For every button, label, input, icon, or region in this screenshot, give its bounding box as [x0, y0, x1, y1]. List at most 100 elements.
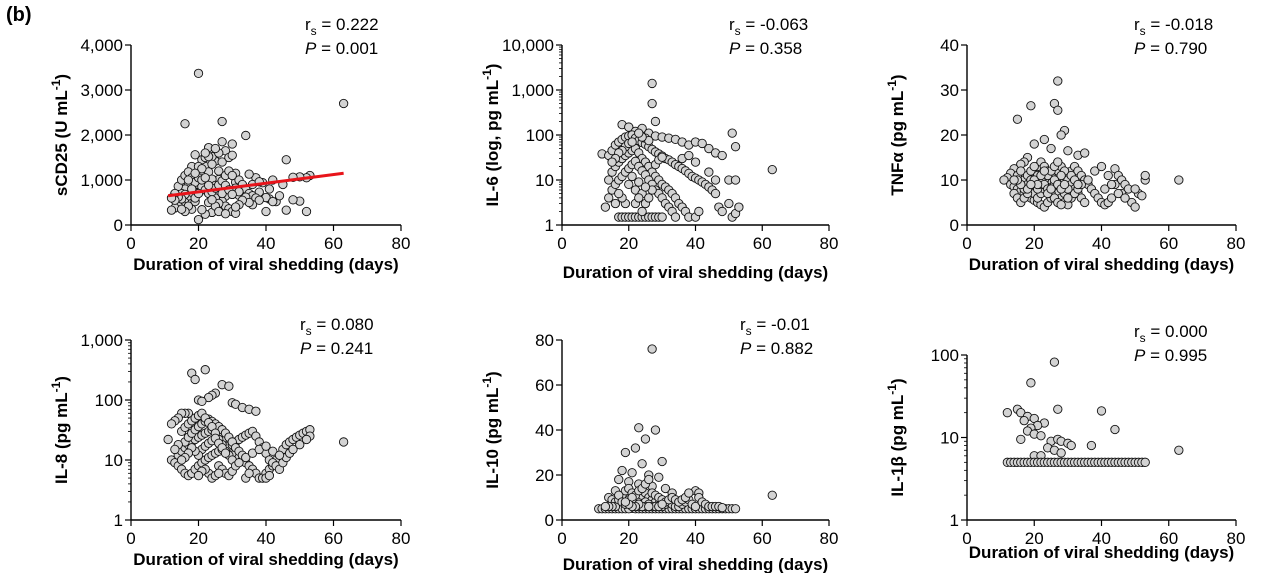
data-point — [1016, 166, 1026, 176]
x-tick-label: 40 — [257, 234, 276, 253]
data-point — [190, 374, 200, 385]
data-point — [710, 188, 721, 199]
data-point — [295, 440, 305, 450]
data-point — [176, 204, 187, 214]
y-tick-label: 30 — [940, 81, 959, 100]
data-point — [1046, 143, 1056, 154]
data-point — [214, 166, 224, 176]
data-point — [634, 128, 644, 138]
data-point — [1096, 161, 1107, 172]
data-point — [634, 423, 644, 433]
data-point — [1140, 170, 1150, 181]
data-point — [230, 202, 241, 212]
data-point — [1073, 179, 1083, 190]
data-point — [617, 465, 627, 476]
data-point — [190, 150, 200, 160]
data-point — [180, 119, 190, 129]
data-point — [604, 193, 614, 203]
data-point — [684, 488, 694, 498]
data-point — [288, 444, 298, 455]
x-tick-label: 40 — [1092, 234, 1111, 253]
data-point — [730, 504, 741, 514]
y-axis-label: IL-8 (pg mL-1) — [49, 376, 71, 484]
data-point — [1056, 170, 1066, 181]
y-tick-label: 20 — [535, 466, 554, 485]
chart-panel-5: 0 20 40 60 80 0 20 40 60 80 Duration of viral shed… — [480, 315, 838, 573]
data-point — [1002, 408, 1012, 418]
chart-panel-1: 0 1,000 2,000 3,000 4,000 0 20 40 60 80 Duration o… — [49, 15, 410, 274]
data-point — [1100, 184, 1110, 194]
data-point — [217, 157, 227, 167]
y-axis-label: TNFα (pg mL-1) — [885, 74, 907, 195]
data-point — [274, 191, 285, 201]
data-point — [614, 188, 624, 199]
data-point — [1029, 161, 1039, 172]
rs-statistic: rs = -0.01 — [740, 315, 810, 338]
data-point — [1056, 200, 1066, 210]
data-point — [176, 455, 187, 465]
data-point — [730, 142, 741, 152]
data-point — [1063, 193, 1073, 203]
x-tick-label: 20 — [189, 234, 208, 253]
data-point — [727, 128, 737, 138]
data-point — [241, 452, 251, 463]
p-value: P = 0.790 — [1134, 39, 1207, 58]
y-tick-label: 0 — [950, 216, 959, 235]
x-tick-label: 20 — [189, 529, 208, 548]
data-point — [1039, 134, 1049, 145]
data-point — [607, 157, 617, 167]
data-point — [1130, 202, 1140, 212]
x-tick-label: 80 — [1227, 234, 1246, 253]
data-point — [657, 499, 667, 509]
data-point — [224, 381, 234, 391]
data-point — [193, 214, 204, 225]
p-value: P = 0.882 — [740, 339, 813, 358]
data-point — [264, 470, 275, 481]
data-point — [647, 344, 657, 354]
data-point — [1029, 139, 1039, 149]
data-point — [637, 206, 647, 217]
data-point — [767, 164, 777, 175]
rs-statistic: rs = 0.080 — [300, 315, 374, 338]
x-tick-label: 0 — [962, 529, 971, 548]
data-point — [1106, 179, 1117, 190]
y-axis-label: IL-6 (log, pg mL-1) — [480, 64, 502, 207]
y-tick-label: 40 — [535, 421, 554, 440]
figure-label: (b) — [6, 4, 32, 26]
data-point — [281, 205, 291, 215]
rs-statistic: rs = -0.018 — [1134, 15, 1213, 38]
p-value: P = 0.358 — [729, 39, 802, 58]
data-point — [288, 195, 298, 205]
data-point — [244, 468, 254, 478]
x-tick-label: 0 — [126, 234, 135, 253]
p-value: P = 0.241 — [300, 339, 373, 358]
data-point — [1086, 440, 1097, 451]
data-point — [640, 434, 651, 444]
data-point — [214, 468, 224, 478]
data-point — [647, 98, 657, 109]
data-point — [227, 189, 237, 200]
data-point — [217, 116, 227, 127]
data-point — [1174, 175, 1184, 185]
x-axis-label: Duration of viral shedding (days) — [969, 543, 1234, 562]
data-point — [634, 193, 644, 203]
data-point — [227, 139, 237, 149]
data-point — [200, 148, 210, 158]
data-point — [220, 209, 231, 219]
data-point — [1046, 184, 1056, 194]
data-point — [644, 474, 654, 485]
data-point — [227, 150, 237, 160]
data-point — [644, 501, 654, 512]
data-point — [281, 155, 291, 165]
x-tick-label: 80 — [1227, 529, 1246, 548]
x-tick-label: 0 — [962, 234, 971, 253]
data-point — [624, 122, 634, 132]
data-point — [1137, 191, 1147, 201]
y-tick-label: 80 — [535, 331, 554, 350]
data-point — [210, 143, 221, 154]
x-tick-label: 0 — [557, 529, 566, 548]
data-point — [1059, 179, 1070, 190]
x-axis-label: Duration of viral shedding (days) — [563, 555, 828, 573]
y-tick-label: 10 — [940, 171, 959, 190]
data-point — [1056, 448, 1066, 458]
